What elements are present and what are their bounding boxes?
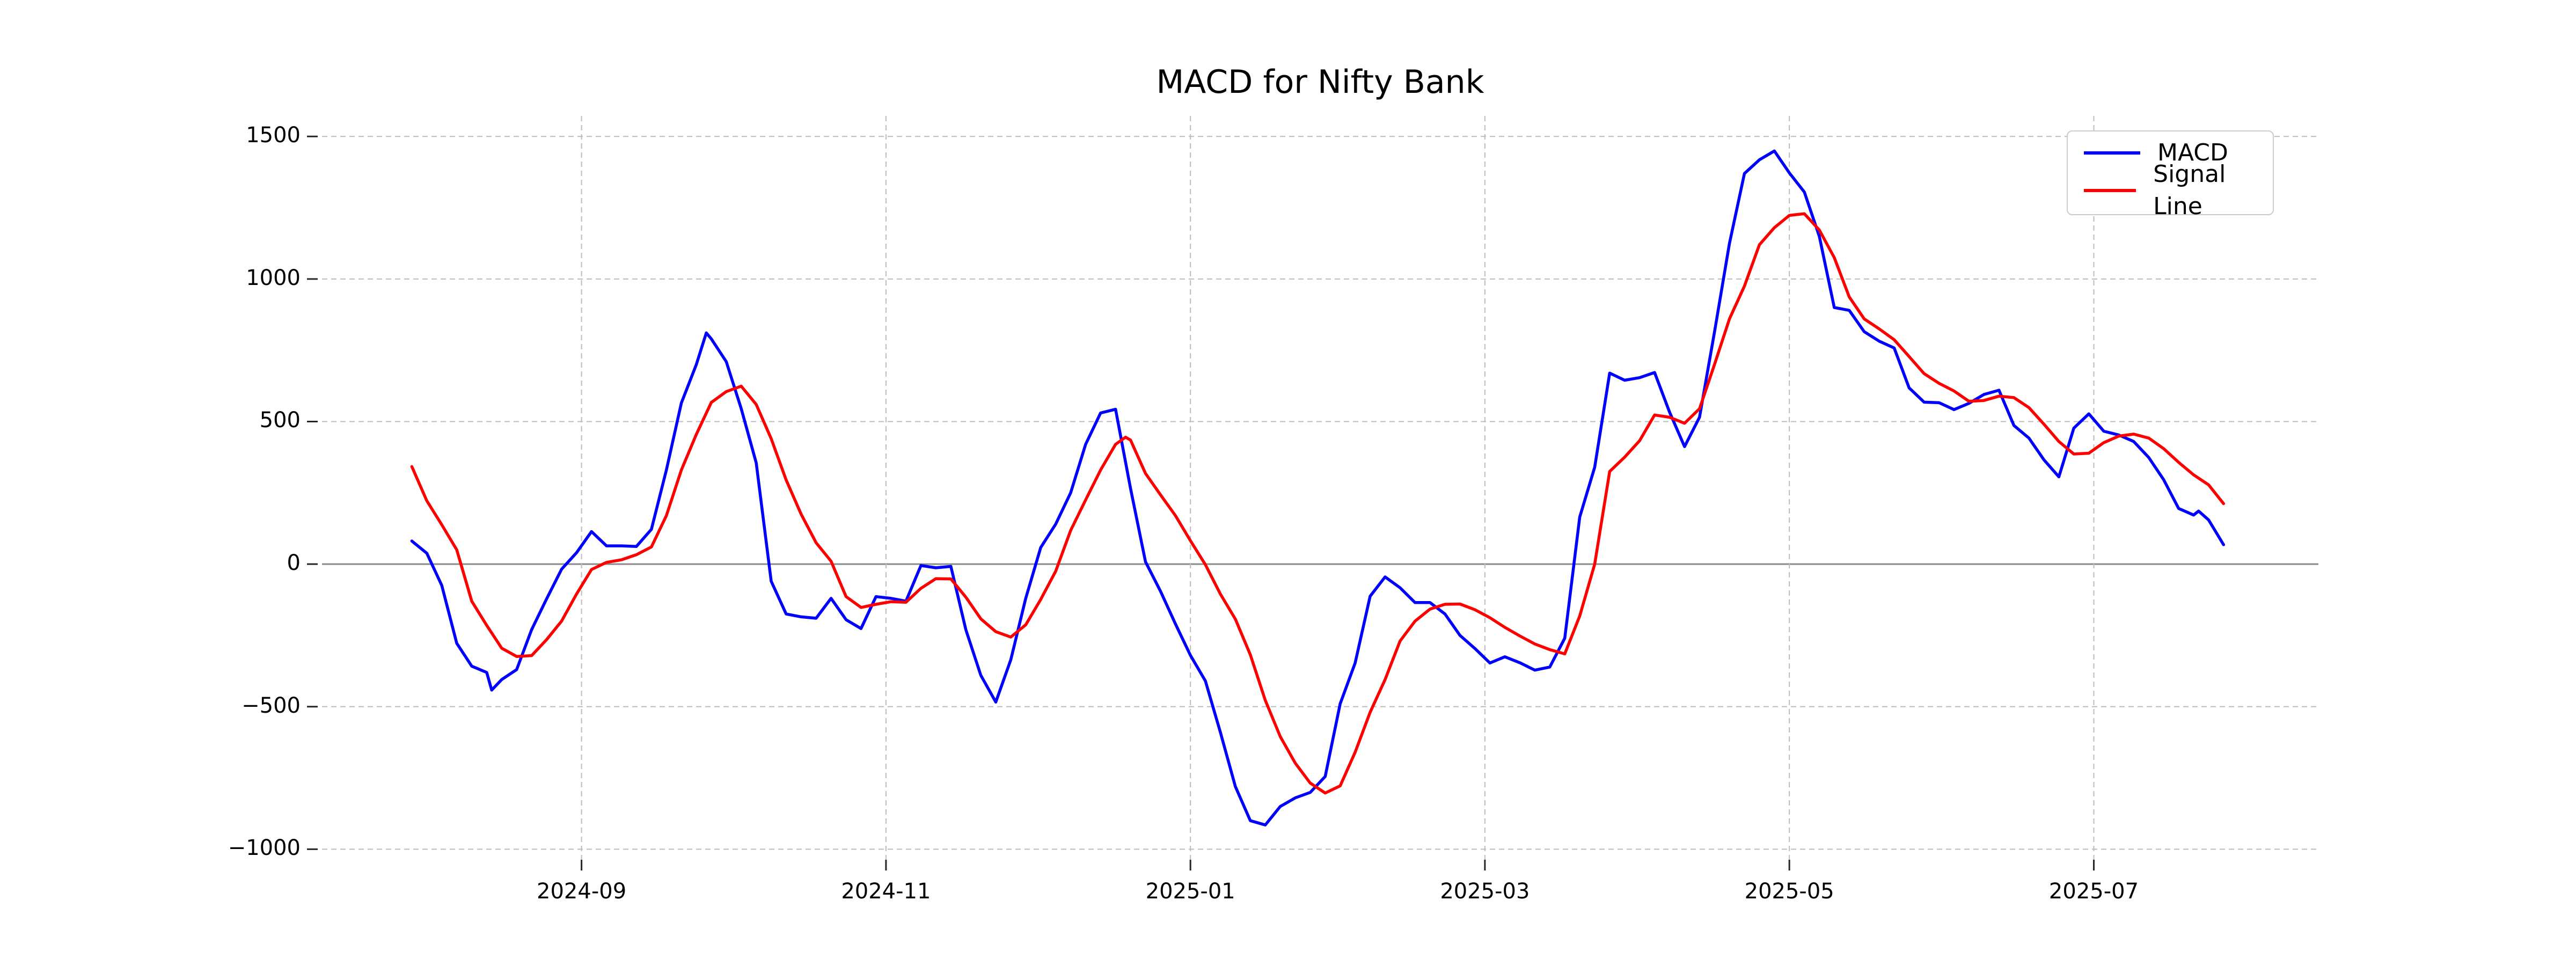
macd-line-swatch [2084, 151, 2140, 155]
y-tick-label-0: 0 [287, 551, 301, 576]
signal-line-swatch [2084, 189, 2136, 192]
x-tick-label-2025-01: 2025-01 [1145, 879, 1235, 904]
legend-item-signal: Signal Line [2084, 160, 2273, 220]
legend-item-macd: MACD [2084, 137, 2228, 169]
macd-line [410, 149, 2226, 826]
y-tick-label-m500: −500 [241, 693, 301, 718]
series-layer [410, 149, 2226, 826]
x-tick-label-2024-09: 2024-09 [537, 879, 627, 904]
y-tick-label-m1000: −1000 [228, 836, 301, 861]
legend-label-signal: Signal Line [2153, 160, 2226, 220]
y-tick-label-1500: 1500 [246, 123, 301, 148]
x-tick-label-2025-07: 2025-07 [2048, 879, 2139, 904]
signal-line [410, 212, 2226, 795]
x-tick-label-2024-11: 2024-11 [841, 879, 931, 904]
x-tick-label-2025-05: 2025-05 [1744, 879, 1834, 904]
y-tick-label-500: 500 [259, 408, 301, 433]
grid-layer [322, 116, 2318, 860]
x-tick-label-2025-03: 2025-03 [1440, 879, 1530, 904]
y-tick-label-1000: 1000 [246, 266, 301, 291]
chart-title: MACD for Nifty Bank [1156, 63, 1484, 101]
legend: MACD Signal Line [2067, 130, 2274, 220]
tick-marks [307, 135, 2095, 870]
legend-label-macd: MACD [2157, 139, 2228, 166]
